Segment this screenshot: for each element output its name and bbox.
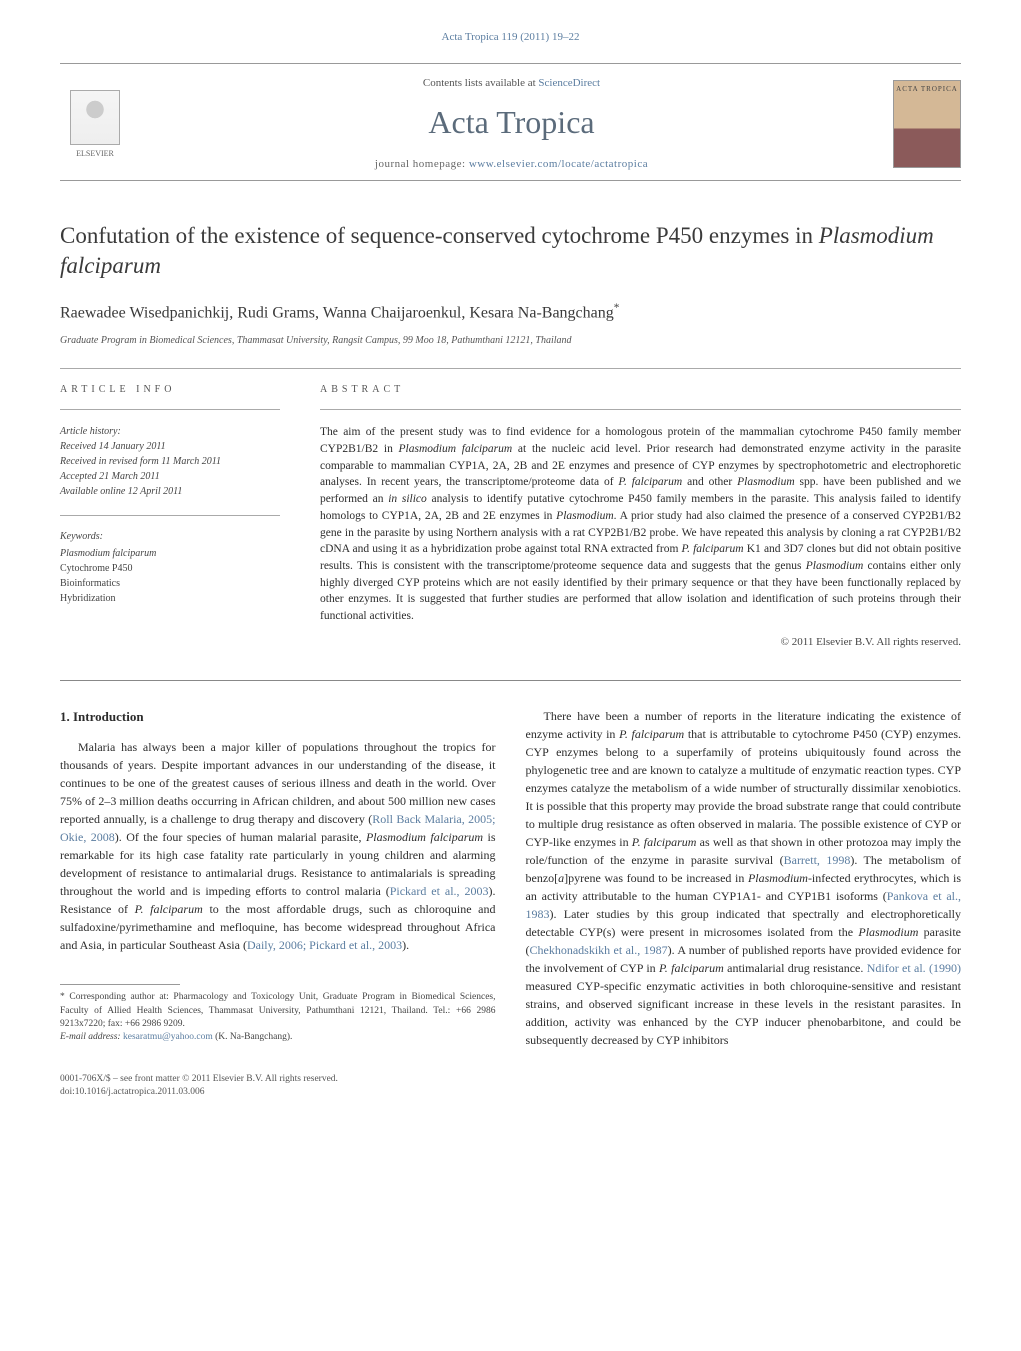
contents-text: Contents lists available at bbox=[423, 77, 538, 89]
sciencedirect-link[interactable]: ScienceDirect bbox=[538, 77, 600, 89]
abstract-column: abstract The aim of the present study wa… bbox=[320, 383, 961, 649]
corresponding-mark: * bbox=[614, 302, 620, 314]
history-online: Available online 12 April 2011 bbox=[60, 484, 280, 499]
footnote-email[interactable]: kesaratmu@yahoo.com bbox=[123, 1032, 213, 1042]
history-label: Article history: bbox=[60, 424, 280, 439]
journal-reference: Acta Tropica 119 (2011) 19–22 bbox=[60, 30, 961, 45]
body-text: 1. Introduction Malaria has always been … bbox=[60, 707, 961, 1049]
authors-names: Raewadee Wisedpanichkij, Rudi Grams, Wan… bbox=[60, 304, 614, 321]
abstract-copyright: © 2011 Elsevier B.V. All rights reserved… bbox=[320, 635, 961, 650]
homepage-label: journal homepage: bbox=[375, 158, 469, 170]
footnote-email-label: E-mail address: bbox=[60, 1032, 123, 1042]
elsevier-tree-icon bbox=[70, 90, 120, 145]
title-text: Confutation of the existence of sequence… bbox=[60, 223, 819, 248]
abstract-label: abstract bbox=[320, 383, 961, 397]
divider bbox=[60, 409, 280, 410]
homepage-url[interactable]: www.elsevier.com/locate/actatropica bbox=[469, 158, 648, 170]
footer-doi: doi:10.1016/j.actatropica.2011.03.006 bbox=[60, 1086, 961, 1099]
body-paragraph-2: There have been a number of reports in t… bbox=[526, 707, 962, 1049]
footnote-separator bbox=[60, 984, 180, 985]
footnote-address: * Corresponding author at: Pharmacology … bbox=[60, 991, 496, 1031]
article-info-label: article info bbox=[60, 383, 280, 397]
article-info-column: article info Article history: Received 1… bbox=[60, 383, 280, 649]
corresponding-author-footnote: * Corresponding author at: Pharmacology … bbox=[60, 991, 496, 1044]
section-divider bbox=[60, 680, 961, 681]
authors-line: Raewadee Wisedpanichkij, Rudi Grams, Wan… bbox=[60, 301, 961, 325]
divider bbox=[60, 368, 961, 369]
header-center: Contents lists available at ScienceDirec… bbox=[130, 76, 893, 172]
journal-name: Acta Tropica bbox=[130, 100, 893, 145]
divider bbox=[60, 515, 280, 516]
keyword: Plasmodium falciparum bbox=[60, 546, 280, 561]
body-paragraph-1: Malaria has always been a major killer o… bbox=[60, 738, 496, 954]
affiliation: Graduate Program in Biomedical Sciences,… bbox=[60, 334, 961, 348]
article-history: Article history: Received 14 January 201… bbox=[60, 424, 280, 499]
footer-copyright: 0001-706X/$ – see front matter © 2011 El… bbox=[60, 1073, 961, 1086]
abstract-text: The aim of the present study was to find… bbox=[320, 424, 961, 624]
page-footer: 0001-706X/$ – see front matter © 2011 El… bbox=[60, 1073, 961, 1100]
contents-line: Contents lists available at ScienceDirec… bbox=[130, 76, 893, 91]
section-heading-introduction: 1. Introduction bbox=[60, 707, 496, 727]
history-accepted: Accepted 21 March 2011 bbox=[60, 469, 280, 484]
keyword: Bioinformatics bbox=[60, 576, 280, 591]
keyword: Cytochrome P450 bbox=[60, 561, 280, 576]
homepage-line: journal homepage: www.elsevier.com/locat… bbox=[130, 157, 893, 172]
meta-abstract-row: article info Article history: Received 1… bbox=[60, 383, 961, 649]
journal-cover-thumbnail bbox=[893, 80, 961, 168]
keyword: Hybridization bbox=[60, 591, 280, 606]
article-title: Confutation of the existence of sequence… bbox=[60, 221, 961, 281]
history-received: Received 14 January 2011 bbox=[60, 439, 280, 454]
keywords-label: Keywords: bbox=[60, 530, 280, 544]
publisher-logo: ELSEVIER bbox=[60, 84, 130, 164]
keywords-block: Keywords: Plasmodium falciparumCytochrom… bbox=[60, 530, 280, 606]
journal-header-bar: ELSEVIER Contents lists available at Sci… bbox=[60, 63, 961, 181]
history-revised: Received in revised form 11 March 2011 bbox=[60, 454, 280, 469]
publisher-name: ELSEVIER bbox=[76, 148, 114, 159]
footnote-email-suffix: (K. Na-Bangchang). bbox=[213, 1032, 293, 1042]
divider bbox=[320, 409, 961, 410]
